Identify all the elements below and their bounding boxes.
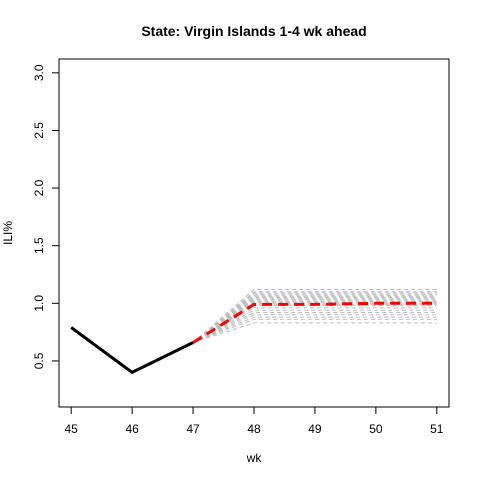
x-tick-label: 49 (308, 422, 322, 436)
x-axis-label: wk (246, 451, 263, 465)
y-tick-label: 0.5 (32, 352, 46, 369)
x-tick-label: 47 (186, 422, 200, 436)
x-axis: 45 46 47 48 49 50 51 (65, 406, 444, 436)
trajectory-line-11 (192, 301, 437, 343)
chart-title: State: Virgin Islands 1-4 wk ahead (141, 23, 366, 39)
trajectory-line-8 (192, 305, 437, 343)
x-tick-label: 46 (125, 422, 139, 436)
y-tick-label: 2.5 (32, 122, 46, 139)
trajectory-line-7 (192, 307, 437, 343)
trajectory-line-6 (192, 309, 437, 343)
trajectory-line-19 (192, 292, 437, 343)
forecast-mean-line (192, 301, 437, 344)
y-axis-label: ILI% (1, 221, 15, 245)
y-axis: 0.5 1.0 1.5 2.0 2.5 3.0 (32, 64, 60, 369)
trajectory-line-16 (192, 295, 437, 343)
trajectory-line-21 (192, 289, 437, 343)
x-tick-label: 48 (247, 422, 261, 436)
x-tick-label: 45 (65, 422, 79, 436)
observed-series-line (70, 326, 194, 375)
trajectory-line-20 (192, 291, 437, 343)
trajectory-line-5 (192, 312, 437, 343)
trajectory-line-18 (192, 293, 437, 343)
x-tick-label: 51 (430, 422, 444, 436)
trajectory-line-15 (192, 297, 437, 343)
y-tick-label: 1.5 (32, 237, 46, 254)
trajectory-line-3 (192, 316, 437, 343)
y-tick-label: 3.0 (32, 64, 46, 81)
trajectory-line-4 (192, 314, 437, 343)
chart-series (70, 301, 437, 375)
trajectory-line-17 (192, 294, 437, 343)
trajectory-line-13 (192, 299, 437, 343)
trajectory-line-12 (192, 300, 437, 343)
trajectory-line-2 (192, 318, 437, 343)
y-tick-label: 2.0 (32, 179, 46, 196)
trajectory-line-1 (192, 322, 437, 343)
trajectory-line-14 (192, 298, 437, 343)
y-tick-label: 1.0 (32, 295, 46, 312)
x-tick-label: 50 (369, 422, 383, 436)
